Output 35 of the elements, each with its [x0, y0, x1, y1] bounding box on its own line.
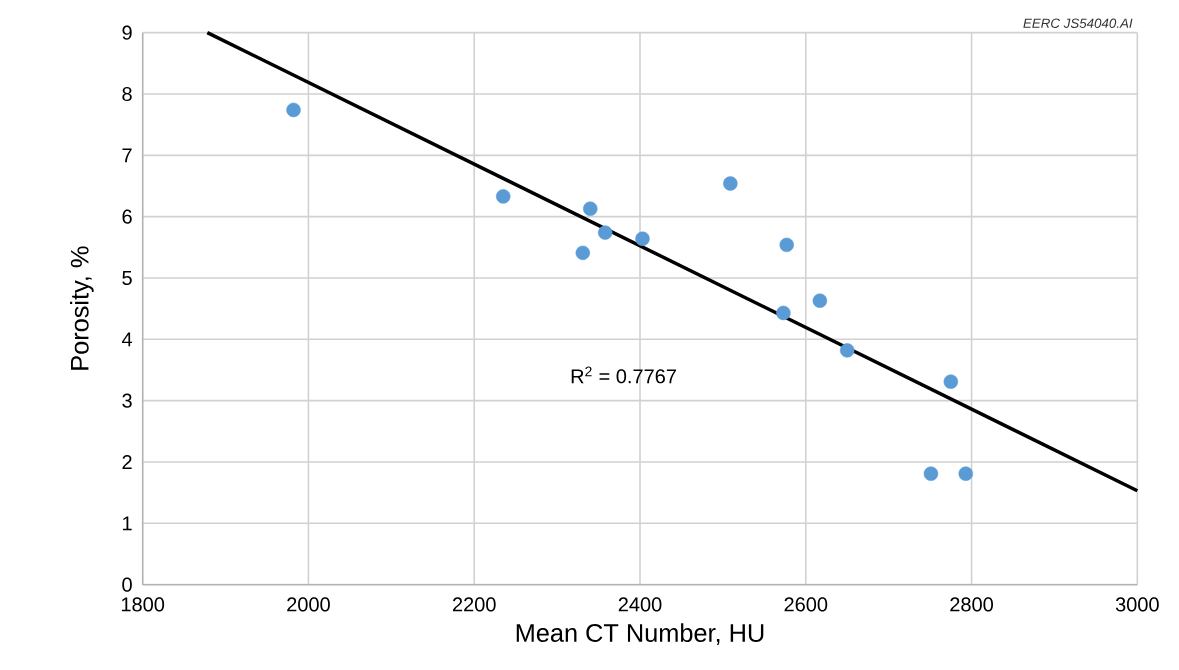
y-tick-label: 6 [122, 209, 132, 224]
y-tick-label: 5 [122, 271, 132, 285]
point [923, 466, 939, 481]
x-axis-title: Mean CT Number, HU [516, 623, 764, 645]
y-tick-label: 4 [121, 332, 133, 347]
y-axis-title: Porosity, % [70, 246, 94, 370]
point [723, 176, 738, 191]
point [583, 201, 598, 216]
point [958, 466, 973, 481]
x-tick-label: 1800 [121, 597, 165, 612]
y-tick-label: 3 [122, 393, 132, 408]
point [635, 231, 650, 246]
point [812, 293, 828, 308]
point [286, 102, 301, 118]
y-tick-label: 1 [123, 516, 132, 531]
annotation: R$^{2}$ = 0.7767 [571, 366, 676, 384]
x-tick-label: 3000 [1115, 597, 1159, 612]
y-tick-label: 2 [122, 455, 132, 469]
y-tick-label: 9 [122, 25, 132, 40]
x-tick-label: 2000 [287, 597, 330, 612]
x-tick-label: 2200 [452, 597, 496, 612]
x-tick-label: 2400 [618, 597, 662, 612]
point [597, 225, 613, 240]
point [943, 374, 959, 389]
point [776, 305, 791, 321]
point [575, 245, 591, 261]
y-tick-label: 8 [122, 86, 132, 102]
point [496, 189, 511, 204]
x-tick-label: 2600 [784, 597, 828, 612]
y-tick-label: 7 [122, 148, 132, 163]
point [779, 237, 794, 253]
x-tick-label: 2800 [950, 597, 993, 612]
text: EERC JS54040.AI [1023, 18, 1133, 28]
y-tick-label: 0 [122, 577, 132, 592]
point [840, 343, 855, 358]
